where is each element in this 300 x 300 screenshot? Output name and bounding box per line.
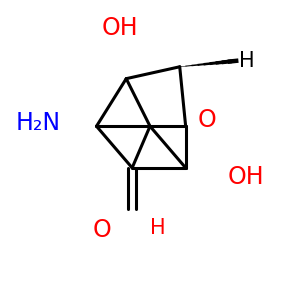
Text: OH: OH	[227, 165, 264, 189]
Text: H: H	[150, 218, 166, 239]
Text: H₂N: H₂N	[16, 111, 61, 135]
Text: OH: OH	[102, 16, 139, 40]
Text: O: O	[198, 108, 216, 132]
Text: H: H	[239, 51, 255, 71]
Text: O: O	[93, 218, 111, 242]
